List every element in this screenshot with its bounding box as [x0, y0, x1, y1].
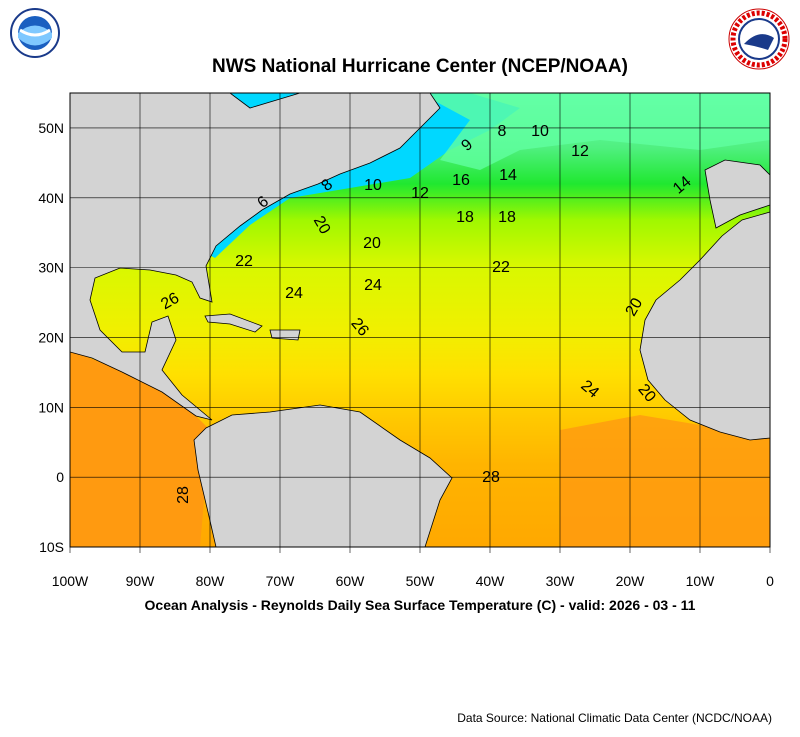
contour-label: 28: [175, 486, 192, 504]
contour-label: 28: [482, 469, 500, 486]
lat-label: 20N: [38, 329, 64, 345]
noaa-logo: [10, 8, 60, 63]
contour-label: 24: [285, 285, 303, 302]
lon-label: 100W: [52, 573, 89, 589]
lon-label: 40W: [476, 573, 506, 589]
chart-title: NWS National Hurricane Center (NCEP/NOAA…: [212, 56, 628, 77]
data-source: Data Source: National Climatic Data Cent…: [457, 711, 772, 725]
contour-label: 20: [363, 235, 381, 252]
land-hispaniola: [269, 329, 301, 341]
contour-label: 12: [411, 185, 429, 202]
contour-label: 24: [364, 277, 382, 294]
lat-label: 40N: [38, 190, 64, 206]
lon-label: 50W: [406, 573, 436, 589]
contour-label: 26: [158, 290, 182, 314]
lon-label: 10W: [686, 573, 716, 589]
lat-label: 50N: [38, 120, 64, 136]
lat-label: 10N: [38, 399, 64, 415]
contour-label: 12: [571, 143, 589, 160]
contour-label: 20: [623, 295, 647, 319]
land-south-america: [193, 404, 453, 548]
lon-label: 90W: [126, 573, 156, 589]
lat-label: 0: [56, 469, 64, 485]
lon-label: 70W: [266, 573, 296, 589]
nws-logo: [728, 8, 790, 75]
lat-label: 10S: [39, 539, 64, 555]
chart-subtitle: Ocean Analysis - Reynolds Daily Sea Surf…: [144, 597, 696, 613]
contour-label: 10: [364, 177, 382, 194]
contour-label: 10: [531, 123, 549, 140]
lon-label: 20W: [616, 573, 646, 589]
sst-map: 100W 90W 80W 70W 60W 50W 40W 30W 20W 10W 0 50N 40N 30…: [38, 92, 774, 589]
land-africa: [639, 211, 771, 441]
cool-water-region: [420, 93, 770, 170]
contour-label: 18: [498, 209, 516, 226]
contour-label: 14: [499, 167, 517, 184]
land-cuba: [204, 313, 263, 333]
lon-label: 30W: [546, 573, 576, 589]
contour-label: 8: [498, 123, 507, 140]
contour-label: 18: [456, 209, 474, 226]
contour-label: 20: [310, 213, 334, 237]
lon-label: 80W: [196, 573, 226, 589]
contour-label: 22: [235, 253, 253, 270]
lat-label: 30N: [38, 260, 64, 276]
contour-label: 16: [452, 172, 470, 189]
land-north-america: [69, 92, 441, 421]
contour-label: 22: [492, 259, 510, 276]
lon-label: 0: [766, 573, 774, 589]
warm-water-east: [560, 415, 770, 547]
lon-label: 60W: [336, 573, 366, 589]
